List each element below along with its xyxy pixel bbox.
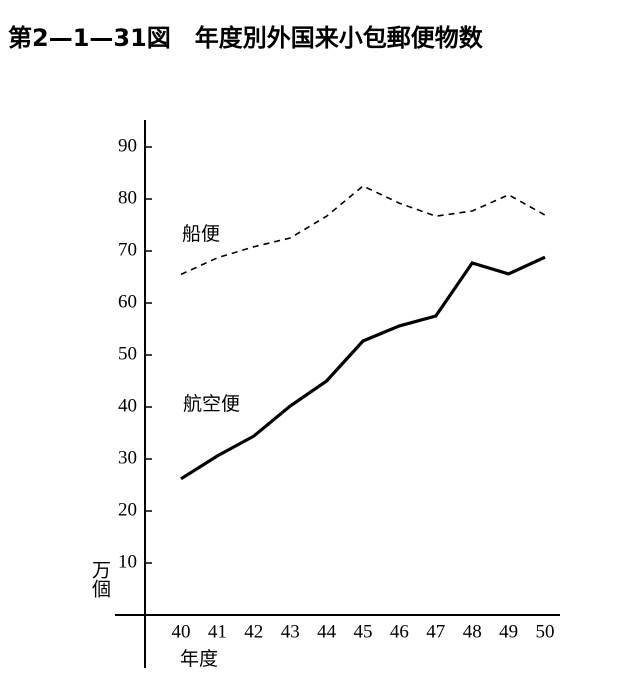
x-axis-label: 年度 [180,648,218,670]
y-tick-label: 90 [118,135,137,156]
series-label: 航空便 [183,393,240,415]
x-tick-label: 46 [390,621,409,642]
x-tick-label: 42 [244,621,263,642]
y-tick-label: 10 [118,551,137,572]
x-tick-label: 49 [499,621,518,642]
x-tick-label: 50 [536,621,555,642]
x-tick-label: 41 [208,621,227,642]
x-tick-label: 48 [463,621,482,642]
y-tick-label: 30 [118,447,137,468]
x-tick-label: 43 [281,621,300,642]
y-tick-label: 20 [118,499,137,520]
series-line [180,185,546,276]
y-tick-label: 80 [118,187,137,208]
y-tick-label: 50 [118,343,137,364]
x-tick-label: 40 [172,621,191,642]
x-tick-label: 45 [354,621,373,642]
y-axis-label: 万個 [89,560,111,598]
series-line [180,255,546,481]
series-label: 船便 [182,223,220,245]
x-tick-label: 47 [426,621,445,642]
y-tick-label: 70 [118,239,137,260]
chart-title: 第2—1—31図 年度別外国来小包郵便物数 [8,24,484,52]
x-tick-label: 44 [317,621,337,642]
y-tick-label: 40 [118,395,137,416]
y-tick-label: 60 [118,291,137,312]
